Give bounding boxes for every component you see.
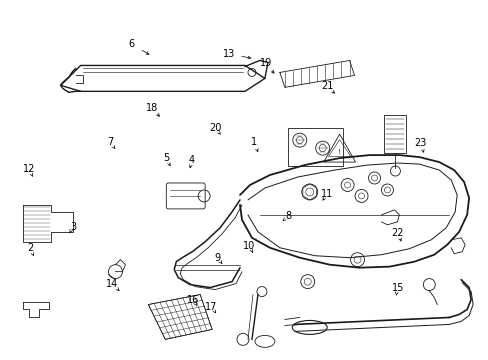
Text: 17: 17	[205, 302, 217, 312]
Text: 7: 7	[107, 138, 113, 147]
Text: !: !	[338, 149, 340, 155]
Bar	[287, 128, 342, 166]
Text: 18: 18	[145, 103, 158, 113]
Text: 10: 10	[243, 241, 255, 251]
Text: 4: 4	[188, 155, 195, 165]
Text: 19: 19	[260, 58, 272, 68]
Text: 6: 6	[128, 39, 134, 49]
Text: 9: 9	[214, 253, 220, 263]
Text: 16: 16	[187, 295, 199, 305]
Text: 3: 3	[70, 222, 76, 231]
Text: 21: 21	[321, 81, 333, 91]
Text: 20: 20	[209, 123, 221, 133]
Text: 2: 2	[27, 243, 33, 253]
Text: 11: 11	[321, 189, 333, 199]
Text: 23: 23	[414, 139, 426, 148]
Text: 15: 15	[391, 283, 403, 293]
Text: 13: 13	[223, 49, 235, 59]
Text: 5: 5	[163, 153, 169, 163]
Text: 12: 12	[23, 164, 35, 174]
Text: 1: 1	[251, 138, 257, 147]
Bar	[384, 115, 406, 153]
Text: 14: 14	[106, 279, 118, 289]
Text: 8: 8	[285, 211, 291, 221]
Text: 22: 22	[391, 228, 404, 238]
